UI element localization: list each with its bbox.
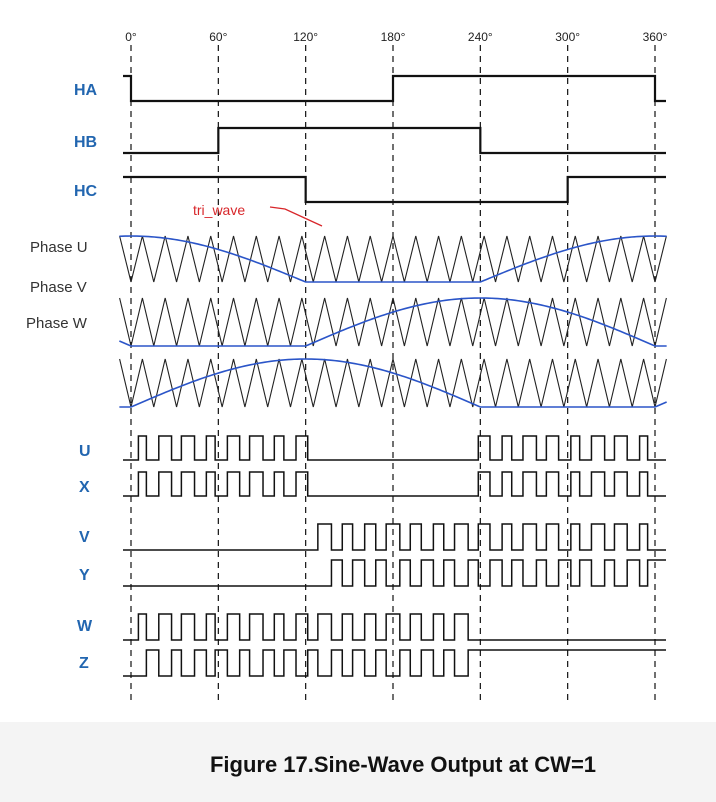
label-phase-v: Phase V — [30, 279, 87, 296]
angle-tick-label: 0° — [125, 30, 137, 44]
angle-tick-label: 300° — [555, 30, 580, 44]
pwm-u-trace — [123, 435, 666, 461]
figure-caption: Figure 17.Sine-Wave Output at CW=1 — [209, 752, 597, 777]
angle-tick-label: 360° — [643, 30, 668, 44]
pwm-signals — [123, 435, 666, 677]
phase-v-carrier — [119, 297, 667, 347]
tri-wave-annotation: tri_wave — [193, 202, 245, 218]
tri-wave-annotation-pointer — [269, 206, 323, 227]
label-w: W — [77, 618, 93, 635]
angle-tick-label: 240° — [468, 30, 493, 44]
phase-waveforms — [119, 235, 667, 408]
label-hb: HB — [74, 134, 97, 151]
label-hc: HC — [74, 183, 98, 200]
label-y: Y — [79, 567, 90, 584]
hall-hc-trace — [123, 175, 666, 204]
pwm-z-trace — [123, 649, 666, 677]
phase-u-sine — [119, 235, 667, 283]
phase-w-sine — [119, 358, 667, 408]
phase-u-carrier — [119, 235, 667, 283]
label-v: V — [79, 529, 90, 546]
angle-tick-label: 180° — [381, 30, 406, 44]
angle-tick-label: 60° — [209, 30, 227, 44]
pwm-v-trace — [123, 523, 666, 551]
label-phase-u: Phase U — [30, 239, 88, 256]
label-ha: HA — [74, 82, 98, 99]
hall-hb-trace — [123, 126, 666, 155]
pwm-x-trace — [123, 471, 666, 497]
label-x: X — [79, 479, 90, 496]
caption-band — [0, 722, 716, 802]
phase-w-carrier — [119, 358, 667, 408]
angle-tick-label: 120° — [293, 30, 318, 44]
pwm-y-trace — [123, 559, 666, 587]
hall-ha-trace — [123, 74, 666, 103]
timing-diagram: 0° 60° 120° 180° 240° 300° 360° HA HB HC Phase… — [26, 30, 668, 705]
phase-v-sine — [119, 297, 667, 347]
hall-signals — [123, 74, 666, 204]
label-u: U — [79, 443, 91, 460]
label-z: Z — [79, 655, 89, 672]
angle-tick-labels: 0° 60° 120° 180° 240° 300° 360° — [125, 30, 667, 44]
pwm-w-trace — [123, 613, 666, 641]
label-phase-w: Phase W — [26, 315, 88, 332]
